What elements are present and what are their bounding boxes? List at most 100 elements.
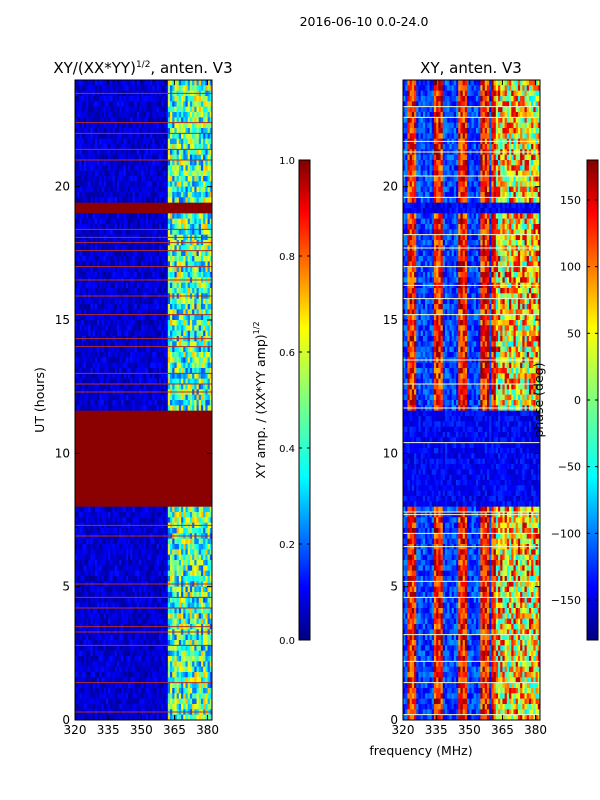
heatmap-cell (119, 330, 122, 337)
heatmap-cell (192, 112, 195, 118)
heatmap-cell (97, 352, 100, 358)
heatmap-cell (94, 85, 98, 92)
heatmap-cell (181, 224, 184, 230)
heatmap-cell (121, 101, 125, 108)
heatmap-cell (163, 133, 167, 140)
heatmap-cell (97, 266, 100, 273)
heatmap-cell (141, 357, 145, 364)
heatmap-cell (94, 224, 98, 230)
heatmap-cell (128, 288, 131, 294)
heatmap-cell (112, 272, 116, 278)
heatmap-cell (81, 224, 85, 230)
heatmap-cell (185, 224, 189, 230)
heatmap-cell (130, 224, 134, 230)
heatmap-cell (205, 330, 209, 337)
heatmap-cell (110, 170, 114, 177)
heatmap-cell (207, 96, 211, 102)
heatmap-cell (150, 298, 153, 305)
heatmap-cell (134, 80, 138, 86)
heatmap-cell (77, 261, 81, 268)
heatmap-cell (97, 282, 100, 289)
heatmap-cell (101, 176, 105, 182)
heatmap-cell (77, 266, 81, 273)
heatmap-cell (81, 106, 85, 113)
heatmap-cell (90, 405, 94, 412)
heatmap-cell (123, 304, 127, 310)
heatmap-cell (86, 112, 89, 118)
heatmap-cell (205, 197, 209, 204)
heatmap-cell (196, 362, 200, 369)
heatmap-cell (205, 181, 209, 188)
heatmap-cell (154, 170, 158, 177)
heatmap-cell (147, 373, 151, 380)
heatmap-cell (198, 250, 202, 257)
heatmap-cell (172, 160, 176, 166)
heatmap-cell (112, 96, 116, 102)
heatmap-cell (163, 346, 167, 353)
heatmap-cell (139, 261, 142, 268)
heatmap-cell (203, 298, 206, 305)
heatmap-cell (165, 298, 169, 305)
heatmap-cell (147, 384, 151, 390)
heatmap-cell (145, 133, 149, 140)
heatmap-cell (110, 346, 114, 353)
heatmap-cell (165, 229, 169, 236)
heatmap-cell (81, 373, 85, 380)
heatmap-cell (114, 160, 118, 166)
heatmap-cell (75, 314, 78, 321)
heatmap-cell (108, 304, 111, 310)
heatmap-cell (181, 288, 184, 294)
heatmap-cell (101, 112, 105, 118)
heatmap-cell (112, 181, 116, 188)
heatmap-cell (139, 218, 142, 225)
heatmap-cell (203, 245, 206, 252)
heatmap-cell (209, 192, 212, 198)
heatmap-cell (170, 266, 173, 273)
heatmap-cell (185, 309, 189, 316)
heatmap-cell (101, 394, 105, 401)
heatmap-cell (141, 101, 145, 108)
heatmap-cell (154, 272, 158, 278)
heatmap-cell (86, 101, 89, 108)
heatmap-cell (119, 154, 122, 161)
heatmap-cell (154, 320, 158, 326)
heatmap-cell (178, 384, 182, 390)
heatmap-cell (170, 250, 173, 257)
heatmap-cell (123, 122, 127, 129)
heatmap-cell (139, 128, 142, 134)
heatmap-cell (205, 149, 209, 156)
heatmap-cell (196, 213, 200, 220)
heatmap-cell (161, 384, 164, 390)
heatmap-cell (185, 325, 189, 332)
heatmap-cell (185, 133, 189, 140)
heatmap-cell (192, 304, 195, 310)
heatmap-cell (176, 128, 180, 134)
heatmap-cell (172, 357, 176, 364)
heatmap-cell (81, 266, 85, 273)
heatmap-cell (181, 325, 184, 332)
heatmap-cell (121, 261, 125, 268)
heatmap-cell (187, 320, 191, 326)
heatmap-cell (119, 218, 122, 225)
heatmap-cell (170, 224, 173, 230)
heatmap-cell (161, 261, 164, 268)
heatmap-cell (209, 80, 212, 86)
heatmap-cell (150, 357, 153, 364)
heatmap-cell (147, 261, 151, 268)
heatmap-cell (152, 218, 156, 225)
heatmap-cell (110, 112, 114, 118)
heatmap-cell (170, 149, 173, 156)
heatmap-cell (181, 352, 184, 358)
heatmap-cell (181, 330, 184, 337)
heatmap-cell (114, 330, 118, 337)
heatmap-cell (134, 250, 138, 257)
heatmap-cell (194, 138, 198, 145)
heatmap-cell (189, 133, 193, 140)
heatmap-cell (123, 384, 127, 390)
heatmap-cell (116, 218, 120, 225)
heatmap-cell (167, 245, 171, 252)
heatmap-cell (156, 341, 160, 348)
heatmap-cell (143, 245, 147, 252)
heatmap-cell (88, 266, 92, 273)
heatmap-cell (110, 218, 114, 225)
